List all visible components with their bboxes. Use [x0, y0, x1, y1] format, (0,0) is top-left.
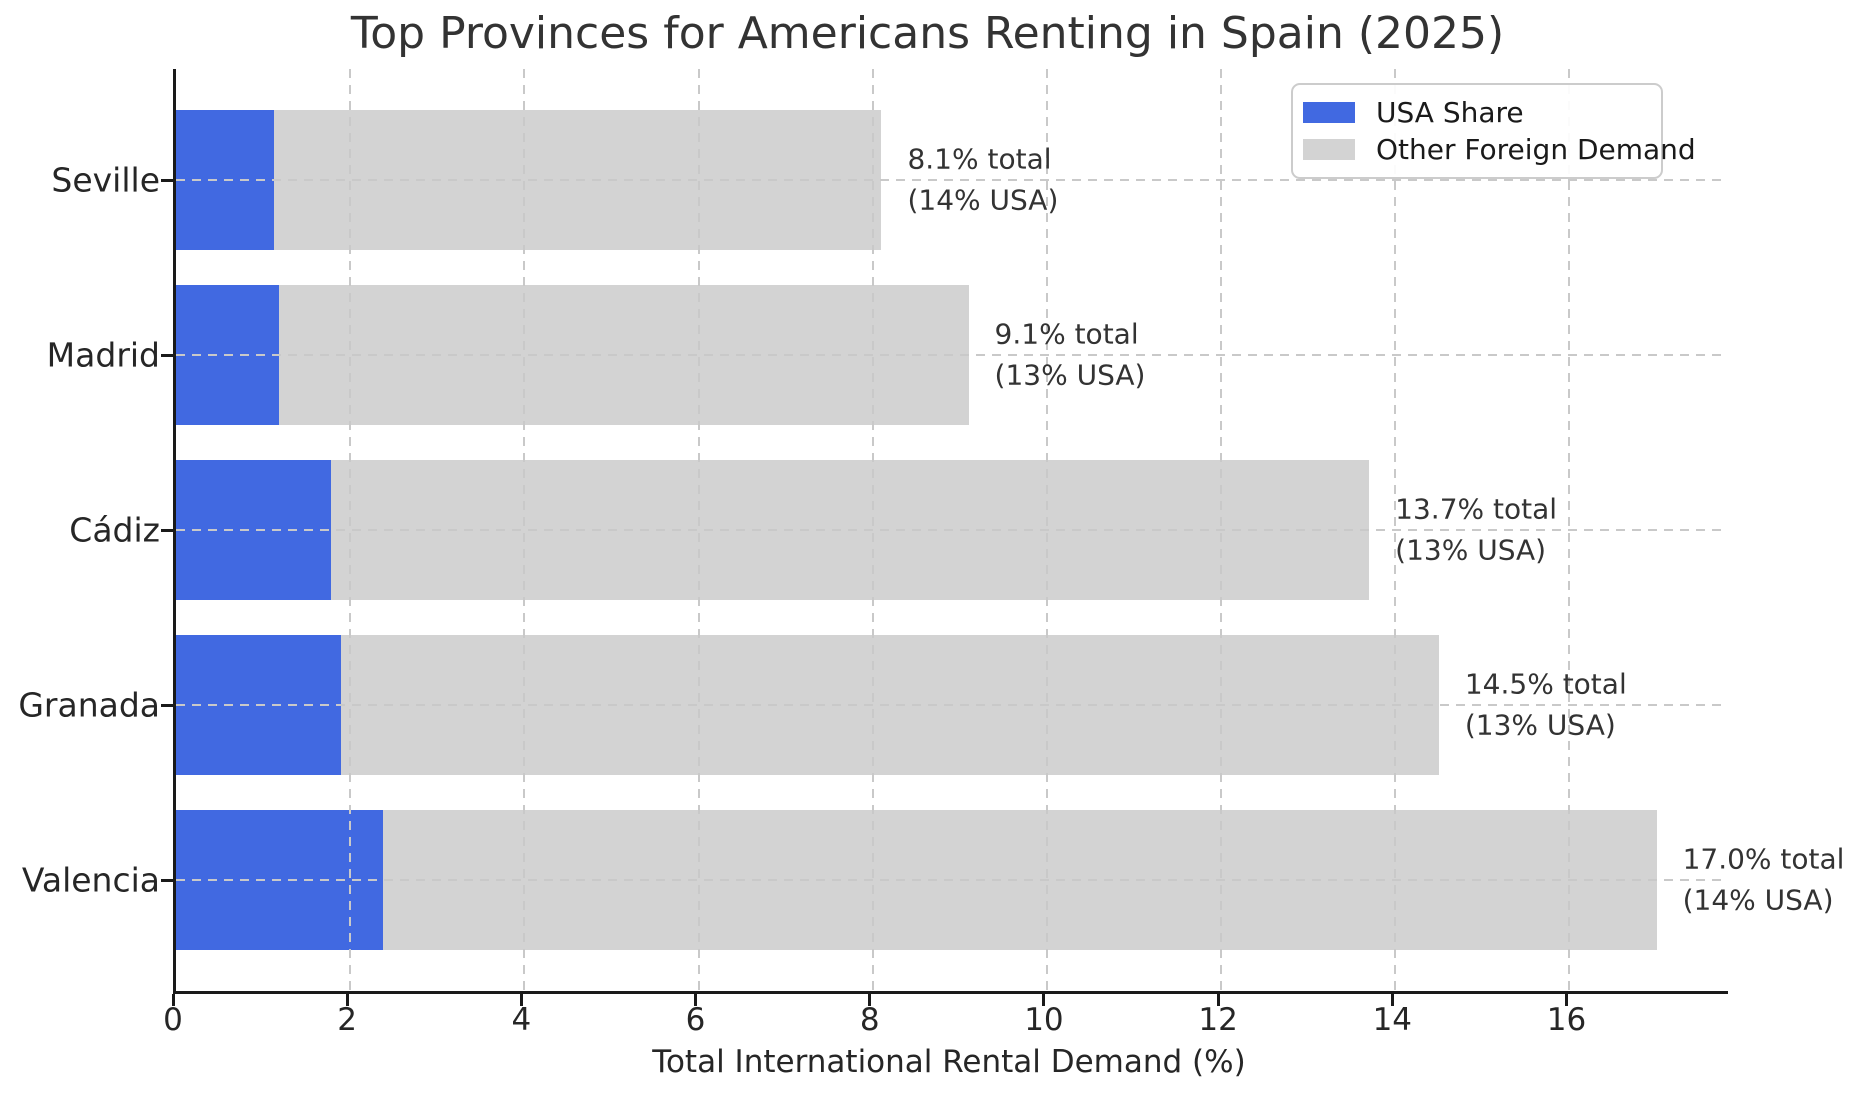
y-tick-mark: [161, 528, 173, 532]
x-tick-label: 2: [337, 1002, 358, 1038]
x-tick-label: 16: [1546, 1002, 1587, 1038]
legend-swatch-other-foreign-demand: [1303, 139, 1355, 160]
bar-annotation: 8.1% total (14% USA): [907, 139, 1058, 220]
x-tick-mark: [1390, 994, 1394, 1006]
chart-title: Top Provinces for Americans Renting in S…: [350, 8, 1505, 59]
x-tick-mark: [1564, 994, 1568, 1006]
y-tick-mark: [161, 703, 173, 707]
annotation-usa-share: (13% USA): [1464, 708, 1616, 741]
y-axis-category-label: Valencia: [21, 860, 160, 900]
gridline-horizontal: [176, 879, 1728, 881]
x-tick-mark: [868, 994, 872, 1006]
bar-annotation: 17.0% total (14% USA): [1683, 839, 1845, 920]
y-axis-category-label: Seville: [51, 160, 160, 200]
bar-annotation: 9.1% total (13% USA): [995, 314, 1146, 395]
plot-area: 8.1% total (14% USA) 9.1% total (13% USA) 13…: [173, 69, 1844, 994]
annotation-total: 17.0% total: [1682, 842, 1845, 876]
gridline-horizontal: [176, 354, 1728, 356]
x-tick-label: 4: [511, 1002, 532, 1038]
y-tick-mark: [161, 353, 173, 357]
x-tick-label: 12: [1198, 1002, 1238, 1038]
gridline-horizontal: [176, 704, 1728, 706]
legend-entry: Other Foreign Demand: [1303, 131, 1696, 168]
annotation-usa-share: (14% USA): [907, 183, 1059, 216]
gridline-horizontal: [176, 529, 1728, 531]
annotation-total: 14.5% total: [1464, 667, 1627, 701]
annotation-usa-share: (13% USA): [1395, 533, 1547, 566]
x-tick-mark: [345, 994, 349, 1006]
legend-label: USA Share: [1376, 96, 1524, 129]
gridline-horizontal: [176, 179, 1728, 181]
x-tick-mark: [519, 994, 523, 1006]
bar-annotation: 13.7% total (13% USA): [1395, 489, 1557, 570]
x-tick-mark: [1216, 994, 1220, 1006]
x-tick-label: 10: [1024, 1002, 1064, 1038]
x-tick-label: 14: [1372, 1002, 1413, 1038]
x-tick-mark: [171, 994, 175, 1006]
annotation-total: 8.1% total: [907, 142, 1052, 176]
x-tick-label: 6: [685, 1002, 706, 1038]
legend-label: Other Foreign Demand: [1376, 133, 1696, 166]
x-tick-label: 0: [163, 1002, 183, 1038]
y-axis-category-label: Granada: [18, 685, 160, 725]
y-tick-mark: [161, 878, 173, 882]
annotation-usa-share: (13% USA): [994, 358, 1146, 391]
annotation-total: 9.1% total: [994, 317, 1139, 351]
y-axis-category-label: Madrid: [46, 335, 160, 375]
annotation-total: 13.7% total: [1395, 492, 1558, 526]
y-tick-mark: [161, 178, 173, 182]
x-tick-mark: [694, 994, 698, 1006]
x-tick-label: 8: [859, 1002, 880, 1038]
bar-annotation: 14.5% total (13% USA): [1465, 664, 1627, 745]
legend: USA Share Other Foreign Demand: [1291, 83, 1696, 179]
x-tick-mark: [1042, 994, 1046, 1006]
annotation-usa-share: (14% USA): [1682, 883, 1834, 916]
legend-swatch-usa-share: [1303, 102, 1355, 123]
x-axis-title: Total International Rental Demand (%): [652, 1044, 1246, 1080]
legend-entry: USA Share: [1303, 94, 1649, 131]
y-axis-category-label: Cádiz: [69, 510, 160, 550]
